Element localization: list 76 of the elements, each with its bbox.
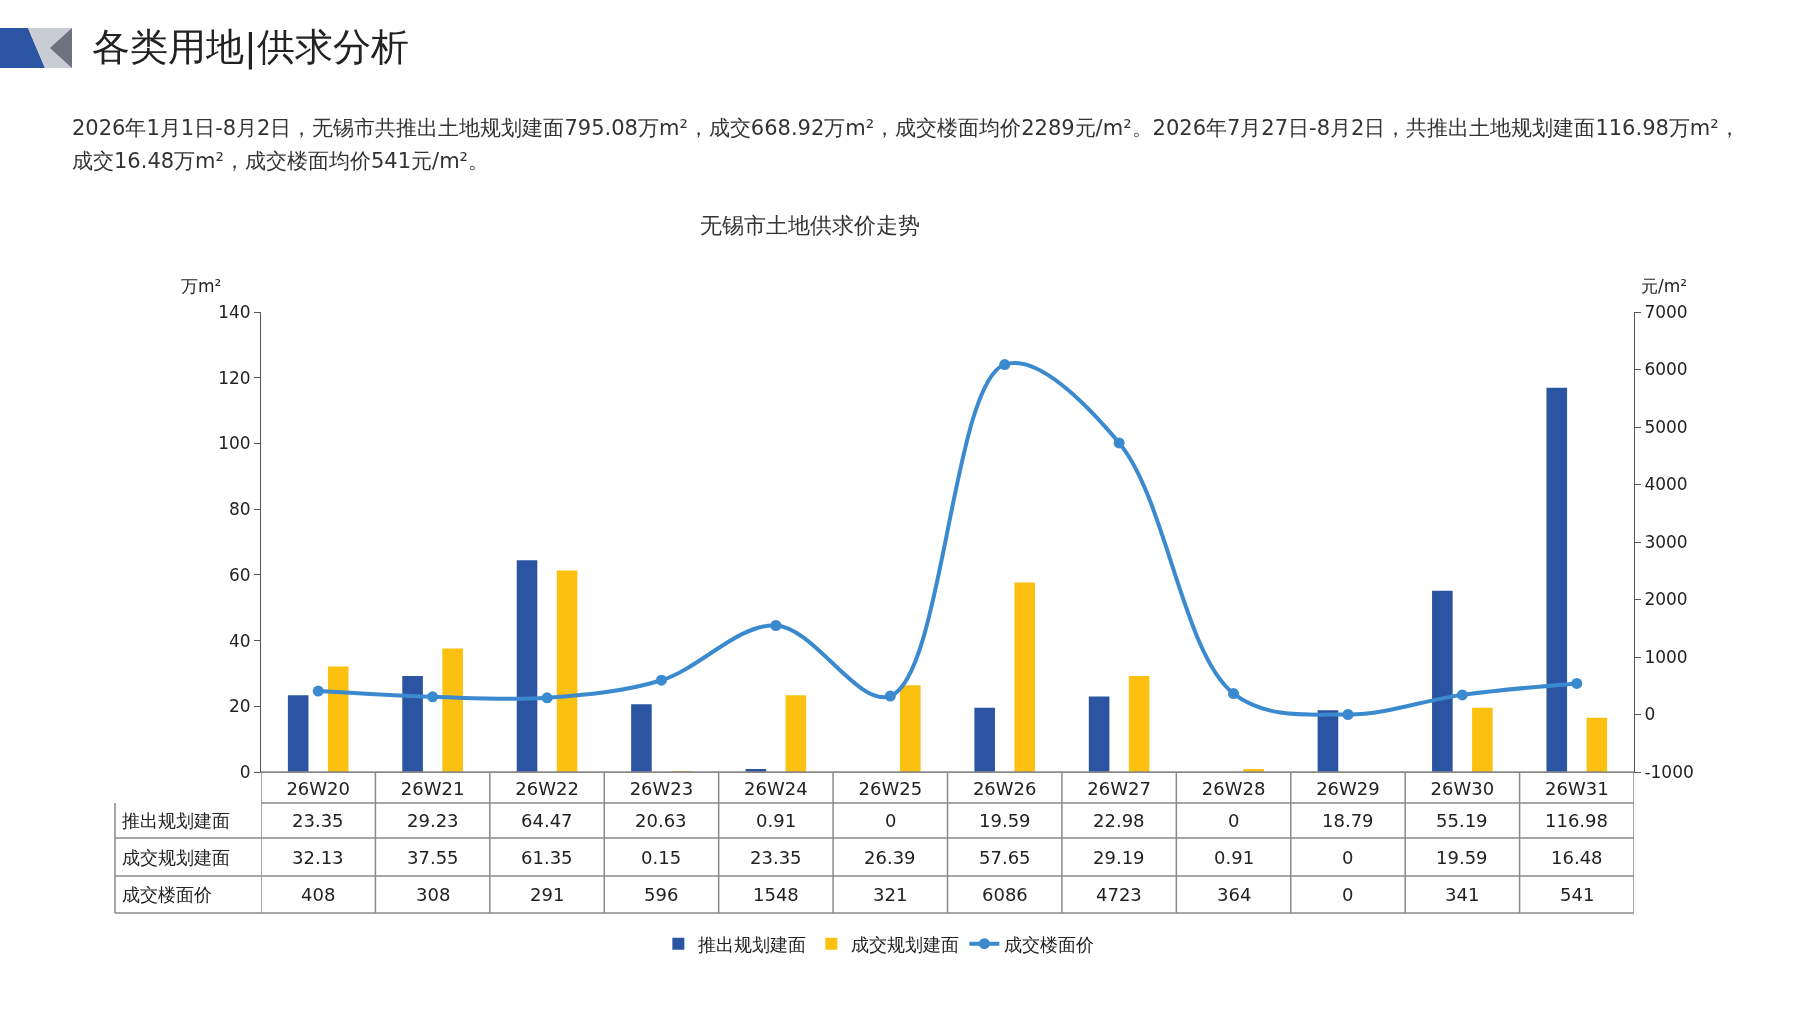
x-tick-label: 26W24 <box>744 777 808 799</box>
legend-label: 推出规划建面 <box>698 933 807 955</box>
y-tick-label: 40 <box>228 630 251 651</box>
chart-title: 各类用地|供求分析 <box>92 24 409 72</box>
data-label: 26.39 <box>864 847 916 868</box>
data-label: 308 <box>416 884 451 905</box>
legend-label: 成交楼面价 <box>1004 933 1095 955</box>
data-label: 0 <box>885 810 897 831</box>
data-label: 23.35 <box>750 847 802 868</box>
x-tick-label: 26W25 <box>858 777 923 799</box>
text: 成交楼面价 <box>122 884 212 905</box>
text: 推出规划建面 <box>122 810 230 831</box>
data-label: 16.48 <box>1551 847 1603 868</box>
data-label: 20.63 <box>635 810 687 831</box>
data-label: 0 <box>1342 847 1354 868</box>
data-label: 29.19 <box>1093 847 1145 868</box>
y2-axis-title: 元/m² <box>1641 276 1688 296</box>
data-label: 18.79 <box>1322 810 1374 831</box>
data-label: 291 <box>530 884 565 905</box>
text: 成交规划建面 <box>122 847 230 868</box>
data-label: 408 <box>301 884 336 905</box>
x-tick-label: 26W26 <box>972 777 1037 799</box>
data-label: 0.15 <box>641 847 682 868</box>
data-label: 4723 <box>1096 884 1142 905</box>
y-tick-label: 0 <box>239 761 251 782</box>
y2-tick-label: -1000 <box>1644 761 1694 782</box>
data-label: 541 <box>1560 884 1595 905</box>
x-tick-label: 26W27 <box>1087 777 1151 799</box>
data-label: 37.55 <box>407 847 459 868</box>
data-label: 32.13 <box>292 847 344 868</box>
data-label: 0.91 <box>756 810 797 831</box>
y2-tick-label: 6000 <box>1644 359 1688 380</box>
y2-tick-label: 2000 <box>1644 589 1688 610</box>
x-tick-label: 26W28 <box>1201 777 1266 799</box>
data-label: 116.98 <box>1545 810 1608 831</box>
y-tick-label: 80 <box>228 499 251 520</box>
y-tick-label: 120 <box>218 367 251 388</box>
y2-tick-label: 0 <box>1644 704 1656 725</box>
y2-tick-label: 5000 <box>1644 416 1688 437</box>
data-label: 23.35 <box>292 810 344 831</box>
x-tick-label: 26W22 <box>515 777 579 799</box>
y2-tick-label: 3000 <box>1644 531 1688 552</box>
y2-tick-label: 4000 <box>1644 474 1688 495</box>
data-label: 341 <box>1445 884 1480 905</box>
x-tick-label: 26W31 <box>1544 777 1609 799</box>
data-label: 19.59 <box>979 810 1031 831</box>
x-tick-label: 26W21 <box>400 777 465 799</box>
data-label: 6086 <box>982 884 1028 905</box>
data-label: 64.47 <box>521 810 573 831</box>
data-label: 321 <box>873 884 908 905</box>
y-tick-label: 60 <box>228 564 251 585</box>
data-label: 364 <box>1217 884 1252 905</box>
y-tick-label: 100 <box>218 433 251 454</box>
chart-subtitle: 2026年1月1日-8月2日，无锡市共推出土地规划建面795.08万m²，成交668.92万m²，成交楼面均价2289元/m²。2026年7月27日-8月2日，共推出土地规划建面116.98万m²，成交16.48万m²，成交楼面均价541元/m²。 <box>72 115 1741 175</box>
y2-tick-label: 1000 <box>1644 646 1688 667</box>
x-tick-label: 26W29 <box>1316 777 1380 799</box>
data-label: 61.35 <box>521 847 573 868</box>
data-label: 1548 <box>753 884 799 905</box>
data-label: 19.59 <box>1436 847 1488 868</box>
data-label: 22.98 <box>1093 810 1145 831</box>
data-label: 57.65 <box>979 847 1031 868</box>
x-tick-label: 26W23 <box>629 777 694 799</box>
data-label: 55.19 <box>1436 810 1488 831</box>
x-tick-label: 26W30 <box>1430 777 1495 799</box>
legend-label: 成交规划建面 <box>851 933 960 955</box>
data-label: 596 <box>644 884 679 905</box>
data-label: 0.91 <box>1214 847 1255 868</box>
data-label: 0 <box>1342 884 1354 905</box>
y2-tick-label: 7000 <box>1644 301 1688 322</box>
text: 无锡市土地供求价走势 <box>700 213 920 238</box>
y-tick-label: 140 <box>218 301 251 322</box>
y-axis-title: 万m² <box>181 276 222 296</box>
x-tick-label: 26W20 <box>286 777 351 799</box>
y-tick-label: 20 <box>228 696 251 717</box>
data-label: 0 <box>1228 810 1240 831</box>
data-label: 29.23 <box>407 810 459 831</box>
